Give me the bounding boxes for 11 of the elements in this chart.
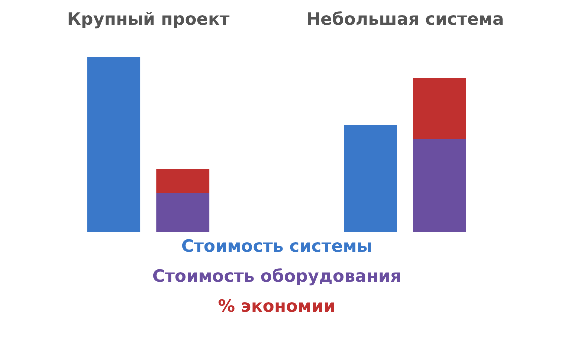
bar: [88, 57, 141, 232]
text: Небольшая система: [306, 10, 506, 30]
bar: [413, 78, 466, 140]
text: % экономии: [217, 296, 337, 319]
bar: [413, 139, 466, 232]
text: Стоимость оборудования: [152, 266, 402, 289]
series-label: Стоимость системы: [180, 236, 374, 259]
bar: [344, 125, 398, 232]
bar: [156, 194, 210, 232]
text: Крупный проект: [66, 10, 231, 30]
bar: [156, 169, 210, 194]
